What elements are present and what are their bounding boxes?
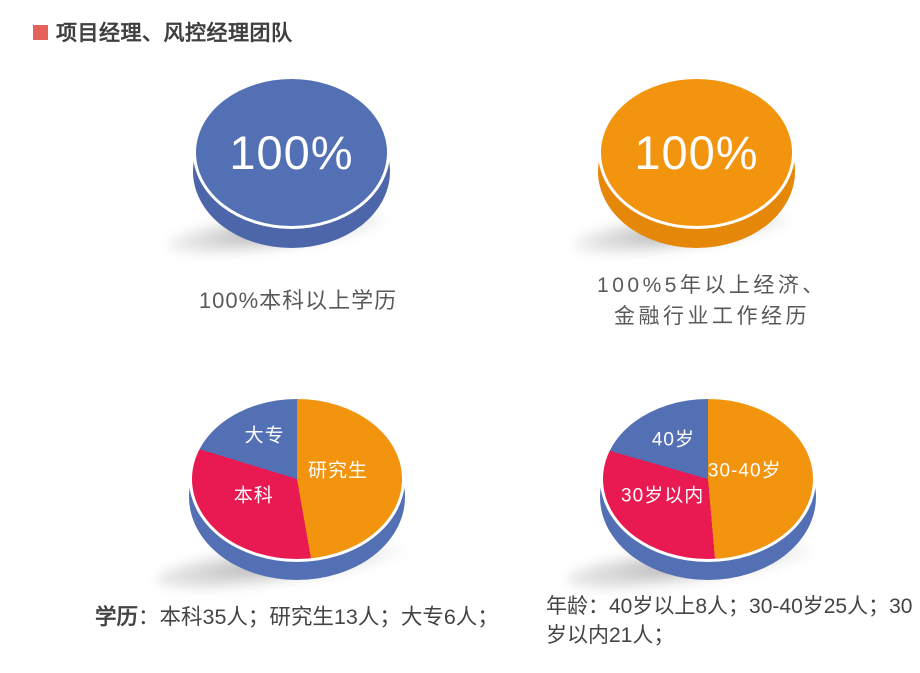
title-bullet-icon — [33, 24, 48, 40]
stats-age: 年龄：40岁以上8人；30-40岁25人；30岁以内21人； — [546, 592, 920, 650]
caption-experience: 100%5年以上经济、 金融行业工作经历 — [533, 270, 891, 332]
pie-slice-label: 研究生 — [308, 460, 369, 482]
pie-slice-label: 30岁以内 — [621, 485, 705, 507]
stats-age-values: ：40岁以上8人；30-40岁25人；30岁以内21人； — [546, 595, 913, 647]
pie-chart-education: 研究生本科 大专 — [153, 396, 417, 602]
pie-slice-label: 30-40岁 — [707, 460, 782, 482]
page-title: 项目经理、风控经理团队 — [56, 22, 293, 45]
disc-face: 100% — [598, 76, 795, 229]
disc-face: 100% — [193, 76, 390, 229]
stat-value-education: 100% — [229, 126, 354, 179]
pie-chart-age: 30-40岁 30岁以内 40岁 — [564, 396, 828, 602]
caption-experience-line2: 金融行业工作经历 — [614, 305, 810, 328]
pie-slice-label: 本科 — [233, 485, 274, 507]
page-title-row: 项目经理、风控经理团队 — [33, 17, 293, 47]
stats-education-values: ：本科35人；研究生13人；大专6人； — [138, 605, 499, 629]
pie-face — [600, 396, 816, 562]
stat-disc-education: 100% — [165, 76, 399, 266]
stat-value-experience: 100% — [634, 126, 759, 179]
pie-labels: 30-40岁 30岁以内 40岁 — [600, 396, 816, 562]
caption-experience-line1: 100%5年以上经济、 — [597, 274, 827, 297]
caption-education: 100%本科以上学历 — [148, 286, 448, 316]
pie-face — [189, 396, 405, 562]
pie-slice-label: 40岁 — [651, 429, 696, 450]
pie-labels: 研究生本科 大专 — [189, 396, 405, 562]
pie-slice-label: 大专 — [244, 425, 285, 447]
caption-education-line1: 100%本科以上学历 — [198, 288, 398, 313]
stats-age-label: 年龄 — [546, 595, 588, 618]
stats-education: 学历：本科35人；研究生13人；大专6人； — [95, 600, 499, 631]
stats-education-label: 学历 — [95, 605, 139, 629]
stat-disc-experience: 100% — [570, 76, 804, 266]
